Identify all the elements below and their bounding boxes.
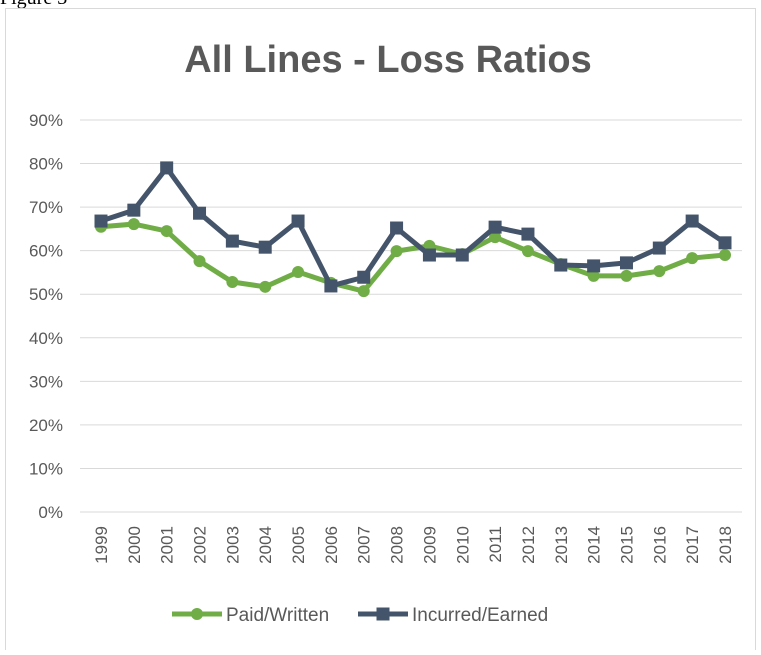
y-tick-label: 0% bbox=[38, 503, 63, 522]
legend-label: Incurred/Earned bbox=[412, 605, 548, 626]
x-tick-label: 2000 bbox=[125, 526, 144, 564]
chart-frame bbox=[5, 8, 756, 654]
point bbox=[258, 240, 272, 254]
point bbox=[521, 227, 535, 241]
x-tick-label: 2003 bbox=[223, 526, 242, 564]
point bbox=[357, 270, 371, 284]
y-tick-label: 20% bbox=[29, 416, 63, 435]
point bbox=[390, 221, 404, 235]
point bbox=[292, 266, 305, 279]
y-tick-label: 80% bbox=[29, 155, 63, 174]
point bbox=[653, 265, 666, 278]
point bbox=[259, 280, 272, 293]
x-tick-label: 2008 bbox=[388, 526, 407, 564]
point bbox=[686, 252, 699, 265]
x-tick-label: 1999 bbox=[92, 526, 111, 564]
x-tick-label: 2007 bbox=[355, 526, 374, 564]
x-tick-label: 2001 bbox=[158, 526, 177, 564]
y-tick-label: 10% bbox=[29, 459, 63, 478]
legend-marker bbox=[191, 608, 203, 620]
point bbox=[291, 214, 305, 228]
point bbox=[488, 220, 502, 234]
point bbox=[455, 248, 469, 262]
x-tick-label: 2004 bbox=[256, 526, 275, 564]
x-tick-label: 2011 bbox=[486, 526, 505, 563]
legend-label: Paid/Written bbox=[226, 605, 329, 626]
x-tick-label: 2016 bbox=[650, 526, 669, 564]
point bbox=[719, 249, 731, 262]
point bbox=[94, 214, 108, 228]
point bbox=[587, 269, 600, 282]
x-tick-label: 2010 bbox=[453, 526, 472, 564]
y-tick-label: 90% bbox=[29, 111, 63, 130]
point bbox=[193, 206, 207, 220]
point bbox=[422, 248, 436, 262]
x-tick-label: 2015 bbox=[617, 526, 636, 564]
figure-caption: Figure 3 bbox=[0, 0, 67, 9]
point bbox=[652, 241, 666, 255]
y-tick-label: 70% bbox=[29, 198, 63, 217]
x-tick-label: 2002 bbox=[191, 526, 210, 564]
x-tick-label: 2014 bbox=[585, 526, 604, 564]
x-tick-label: 2009 bbox=[420, 526, 439, 564]
point bbox=[160, 225, 173, 238]
point bbox=[619, 256, 633, 270]
legend-marker bbox=[376, 607, 390, 621]
point bbox=[193, 255, 206, 268]
point bbox=[489, 231, 502, 244]
point bbox=[390, 245, 403, 258]
x-tick-label: 2017 bbox=[683, 526, 702, 564]
point bbox=[718, 236, 732, 250]
chart-title: All Lines - Loss Ratios bbox=[184, 39, 592, 81]
x-tick-label: 2012 bbox=[519, 526, 538, 564]
y-tick-label: 60% bbox=[29, 242, 63, 261]
point bbox=[127, 218, 140, 231]
point bbox=[587, 259, 601, 273]
point bbox=[685, 214, 699, 228]
point bbox=[357, 285, 370, 298]
y-tick-label: 40% bbox=[29, 329, 63, 348]
point bbox=[160, 161, 174, 175]
x-tick-label: 2006 bbox=[322, 526, 341, 564]
point bbox=[226, 276, 239, 289]
point bbox=[554, 258, 568, 272]
y-tick-label: 30% bbox=[29, 372, 63, 391]
point bbox=[324, 279, 338, 293]
x-tick-label: 2018 bbox=[716, 526, 735, 564]
x-tick-label: 2005 bbox=[289, 526, 308, 564]
y-tick-label: 50% bbox=[29, 285, 63, 304]
x-tick-label: 2013 bbox=[552, 526, 571, 564]
point bbox=[127, 203, 141, 217]
point bbox=[225, 234, 239, 248]
point bbox=[521, 245, 534, 258]
point bbox=[620, 269, 633, 282]
